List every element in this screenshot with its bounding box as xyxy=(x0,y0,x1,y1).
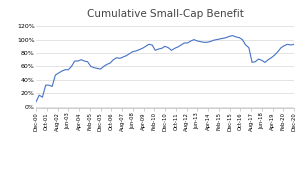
Title: Cumulative Small-Cap Benefit: Cumulative Small-Cap Benefit xyxy=(87,9,243,19)
